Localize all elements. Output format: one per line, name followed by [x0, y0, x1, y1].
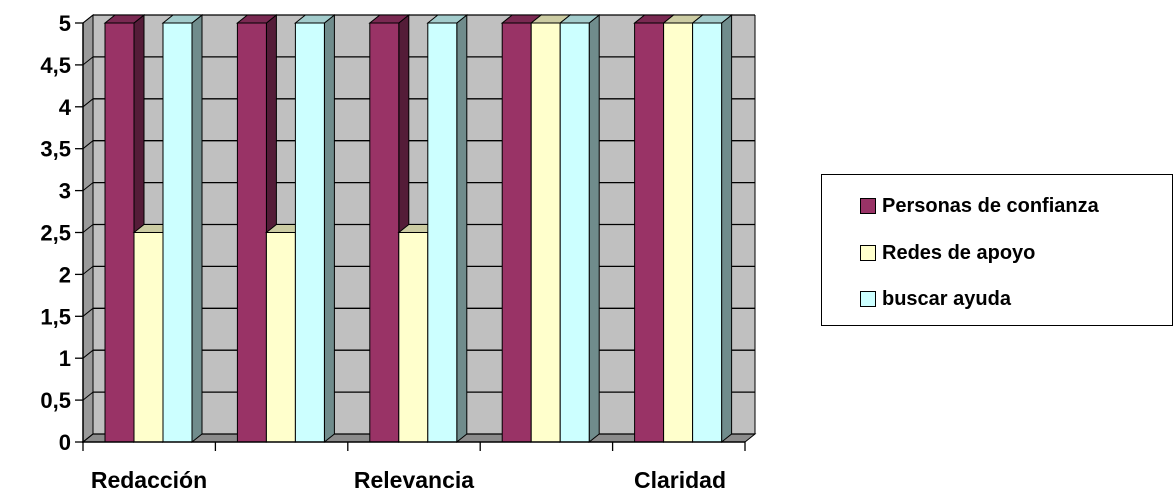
- y-tick-label: 4,5: [40, 53, 71, 78]
- gridline-side: [82, 140, 94, 150]
- bar-buscar-ayuda-group-3: [427, 22, 458, 443]
- x-category-label-redaccion: Redacción: [91, 467, 207, 493]
- gridline-side: [82, 391, 94, 401]
- bar-redes-de-apoyo-group-1: [133, 232, 164, 443]
- gridline-side: [82, 224, 94, 233]
- legend-swatch-personas-de-confianza: [860, 198, 876, 214]
- bar-personas-de-confianza-group-2: [236, 22, 267, 443]
- y-tick-label: 1,5: [40, 304, 71, 329]
- bar-personas-de-confianza-group-5: [634, 22, 665, 443]
- legend-swatch-buscar-ayuda: [860, 291, 876, 307]
- y-tick-label: 1: [59, 346, 71, 371]
- y-axis-tick-labels: 0 0,5 1 1,5 2 2,5 3 3,5 4 4,5 5: [40, 11, 71, 455]
- legend-item-redes-de-apoyo: Redes de apoyo: [860, 241, 1035, 265]
- gridline-side: [82, 98, 94, 108]
- bar-buscar-ayuda-group-5-side: [721, 13, 733, 444]
- bar-redes-de-apoyo-group-2: [265, 232, 296, 443]
- gridline-side: [82, 433, 94, 443]
- gridline-side: [82, 56, 94, 66]
- bar-redes-de-apoyo-group-5: [663, 22, 694, 443]
- legend-item-personas-de-confianza: Personas de confianza: [860, 194, 1099, 218]
- x-category-label-relevancia: Relevancia: [354, 467, 474, 493]
- bar-buscar-ayuda-group-2-side: [323, 13, 335, 444]
- bar-buscar-ayuda-group-1-side: [191, 13, 203, 444]
- bar-buscar-ayuda-group-3-side: [456, 13, 468, 444]
- gridline-side: [82, 182, 94, 191]
- bar-redes-de-apoyo-group-3: [398, 232, 429, 443]
- legend-label-personas-de-confianza: Personas de confianza: [882, 194, 1099, 217]
- y-tick-label: 0,5: [40, 388, 71, 413]
- y-tick-label: 0: [59, 430, 71, 455]
- y-tick-label: 3,5: [40, 137, 71, 162]
- bars: [103, 13, 734, 444]
- bar-buscar-ayuda-group-2: [294, 22, 325, 443]
- y-tick-label: 2: [59, 262, 71, 287]
- legend: Personas de confianza Redes de apoyo bus…: [821, 174, 1173, 326]
- bar-buscar-ayuda-group-1: [162, 22, 193, 443]
- legend-item-buscar-ayuda: buscar ayuda: [860, 287, 1011, 311]
- gridline-side: [82, 14, 94, 24]
- bar-redes-de-apoyo-group-4: [530, 22, 561, 443]
- bar-personas-de-confianza-group-4: [501, 22, 532, 443]
- gridline-side: [82, 349, 94, 359]
- y-tick-label: 2,5: [40, 221, 71, 246]
- axes: [75, 22, 746, 451]
- x-axis-category-labels: Redacción Relevancia Claridad: [91, 467, 726, 493]
- bar-buscar-ayuda-group-5: [692, 22, 723, 443]
- bar-buscar-ayuda-group-4-side: [588, 13, 600, 444]
- legend-label-buscar-ayuda: buscar ayuda: [882, 287, 1011, 310]
- y-tick-label: 4: [59, 95, 72, 120]
- y-tick-label: 3: [59, 179, 71, 204]
- bar-personas-de-confianza-group-3: [369, 22, 400, 443]
- legend-label-redes-de-apoyo: Redes de apoyo: [882, 241, 1036, 264]
- gridline-side: [82, 266, 94, 275]
- y-tick-label: 5: [59, 11, 71, 36]
- bar-buscar-ayuda-group-4: [559, 22, 590, 443]
- x-category-label-claridad: Claridad: [634, 467, 726, 493]
- bar-personas-de-confianza-group-1: [104, 22, 135, 443]
- gridline-side: [82, 307, 94, 317]
- legend-swatch-redes-de-apoyo: [860, 245, 876, 261]
